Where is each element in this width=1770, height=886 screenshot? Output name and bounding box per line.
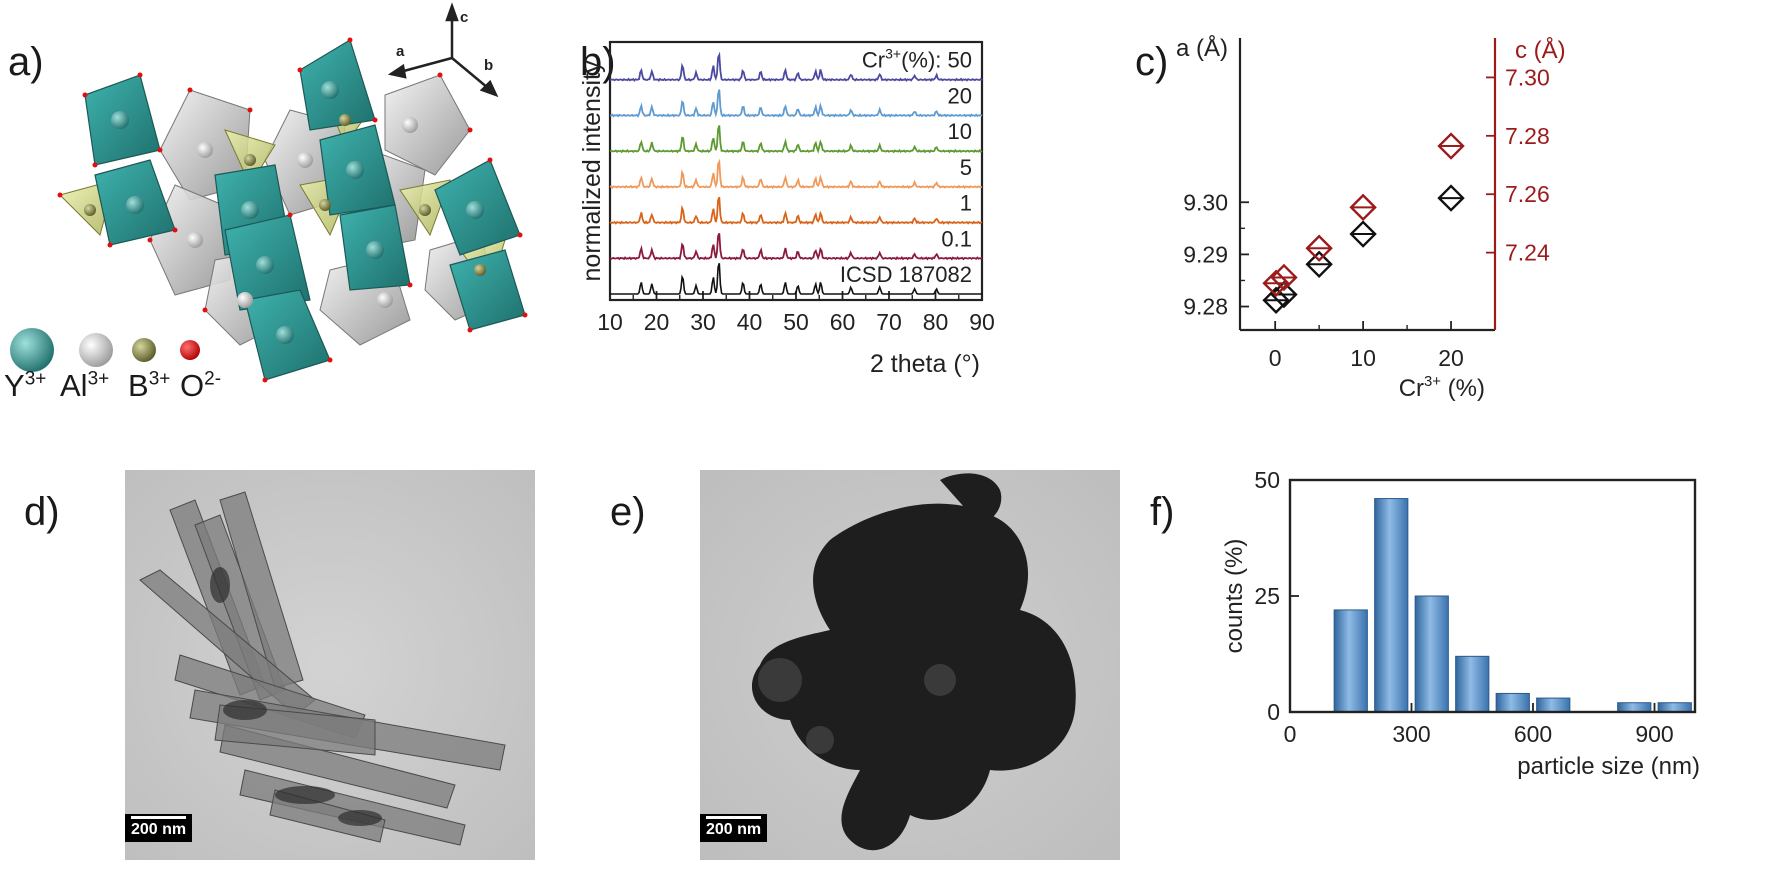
histogram-xtick-label: 0 xyxy=(1284,721,1297,747)
histogram-bar xyxy=(1333,609,1368,713)
histogram-ytick-label: 50 xyxy=(1254,467,1280,493)
ion-label-b: B3+ xyxy=(128,368,171,403)
xrd-series-line xyxy=(609,51,983,82)
histogram-bar xyxy=(1495,692,1530,713)
xrd-series-label: 20 xyxy=(948,83,972,108)
lattice-left-ylabel: a (Å) xyxy=(1176,34,1228,62)
xrd-series-line xyxy=(609,196,983,225)
histogram-bar xyxy=(1536,697,1571,713)
particle-size-histogram: 0 300 600 900 0 25 50 particle size (nm) counts … xyxy=(1221,467,1700,780)
xrd-xtick-label: 20 xyxy=(644,309,670,335)
lattice-right-ytick-label: 7.28 xyxy=(1505,123,1550,149)
xrd-series-line xyxy=(609,232,983,261)
xrd-xlabel: 2 theta (°) xyxy=(870,350,980,378)
xrd-xtick-label: 80 xyxy=(923,309,949,335)
panel-label-f: f) xyxy=(1150,490,1175,534)
histogram-xtick-label: 300 xyxy=(1392,721,1430,747)
xrd-series-label: 0.1 xyxy=(941,226,972,251)
histogram-bar xyxy=(1374,498,1409,713)
lattice-right-ytick-label: 7.30 xyxy=(1505,64,1550,90)
lattice-xtick-label: 20 xyxy=(1438,345,1464,371)
lattice-left-ytick-label: 9.29 xyxy=(1183,241,1228,267)
rod-particles xyxy=(125,470,535,860)
xrd-series-line xyxy=(609,125,983,154)
xrd-series-label: 5 xyxy=(960,155,972,180)
lattice-point-a xyxy=(1270,280,1298,309)
xrd-series-label: 10 xyxy=(948,119,972,144)
xrd-series-line xyxy=(609,89,983,118)
lattice-point-a xyxy=(1437,184,1465,212)
crystal-atoms xyxy=(57,37,528,383)
xrd-xtick-label: 10 xyxy=(597,309,623,335)
crystal-structure-illustration: c a b xyxy=(57,2,528,383)
histogram-xtick-label: 900 xyxy=(1635,721,1673,747)
lattice-right-ylabel: c (Å) xyxy=(1515,36,1566,64)
histogram-bar xyxy=(1414,595,1449,713)
xrd-xtick-label: 30 xyxy=(690,309,716,335)
ion-label-al: Al3+ xyxy=(60,368,110,403)
panel-label-d: d) xyxy=(24,490,60,534)
tem-image-rods: 200 nm xyxy=(125,470,535,860)
lattice-xtick-label: 10 xyxy=(1350,345,1376,371)
ion-legend-spheres xyxy=(10,328,200,372)
xrd-series-label: 1 xyxy=(960,191,972,216)
lattice-xtick-label: 0 xyxy=(1269,345,1282,371)
tem-image-aggregate: 200 nm xyxy=(700,470,1120,860)
lattice-right-ytick-label: 7.24 xyxy=(1505,240,1550,266)
xrd-xtick-label: 60 xyxy=(830,309,856,335)
ion-label-y: Y3+ xyxy=(4,368,47,403)
lattice-point-c xyxy=(1262,269,1290,297)
crystal-axes-triad xyxy=(387,2,499,98)
histogram-bar xyxy=(1617,702,1652,713)
xrd-xtick-label: 70 xyxy=(876,309,902,335)
lattice-xlabel: Cr3+ (%) xyxy=(1399,374,1485,402)
panel-label-e: e) xyxy=(610,490,646,534)
lattice-left-ytick-label: 9.28 xyxy=(1183,294,1228,320)
histogram-xtick-label: 600 xyxy=(1514,721,1552,747)
lattice-point-c xyxy=(1270,263,1298,292)
lattice-point-c xyxy=(1437,132,1465,160)
xrd-series-label: ICSD 187082 xyxy=(840,262,972,287)
panel-label-a: a) xyxy=(8,40,44,84)
lattice-point-a xyxy=(1349,220,1377,248)
scale-bar-d: 200 nm xyxy=(125,814,193,842)
panel-label-c: c) xyxy=(1135,40,1169,84)
axis-a-label: a xyxy=(396,43,405,60)
xrd-xtick-label: 50 xyxy=(783,309,809,335)
lattice-point-c xyxy=(1349,193,1377,222)
histogram-ylabel: counts (%) xyxy=(1221,539,1248,654)
histogram-bar xyxy=(1455,655,1490,713)
histogram-ytick-label: 25 xyxy=(1254,583,1280,609)
xrd-chart: 10 20 30 40 50 60 70 80 90 2 theta (°) normalized … xyxy=(580,40,995,378)
histogram-xlabel: particle size (nm) xyxy=(1517,753,1700,780)
xrd-ylabel: normalized intensity xyxy=(580,60,606,281)
aggregate-particles xyxy=(700,470,1120,860)
lattice-right-ytick-label: 7.26 xyxy=(1505,181,1550,207)
lattice-parameter-chart: 0 10 20 9.28 9.29 9.30 7.24 7.26 7.28 7.30 a (Å) c … xyxy=(1176,34,1566,402)
xrd-legend-label: Cr3+(%): 50 xyxy=(862,46,972,73)
scale-bar-e: 200 nm xyxy=(700,814,768,842)
xrd-series-line xyxy=(610,263,982,296)
lattice-point-c xyxy=(1305,234,1333,262)
xrd-series-line xyxy=(609,158,983,190)
axis-b-label: b xyxy=(484,57,493,74)
axis-c-label: c xyxy=(460,9,468,26)
histogram-ytick-label: 0 xyxy=(1267,699,1280,725)
xrd-xtick-label: 90 xyxy=(969,309,995,335)
lattice-point-a xyxy=(1262,286,1290,314)
histogram-bar xyxy=(1657,702,1692,713)
lattice-point-a xyxy=(1305,250,1333,278)
lattice-left-ytick-label: 9.30 xyxy=(1183,189,1228,215)
xrd-xtick-label: 40 xyxy=(737,309,763,335)
ion-label-o: O2- xyxy=(180,368,222,403)
